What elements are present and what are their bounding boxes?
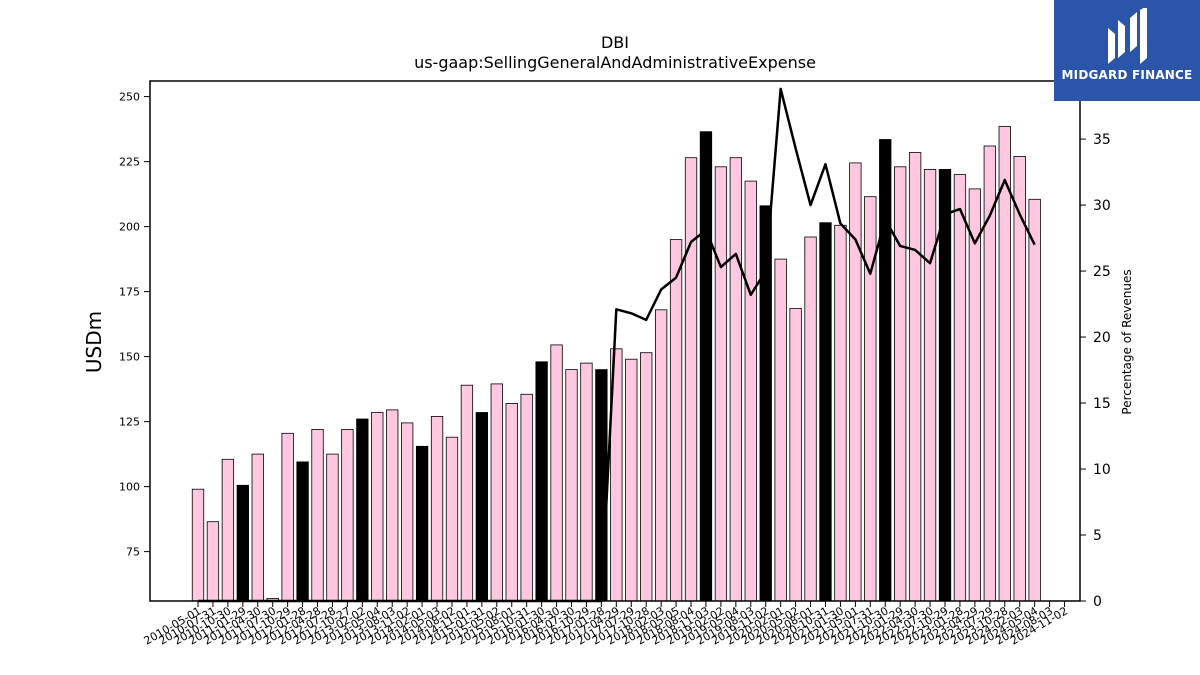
bar-2010-05-01 [191, 488, 205, 602]
bar-2019-02-02 [714, 166, 728, 602]
x-axis: 2010-05-012010-07-312010-10-302011-01-29… [142, 601, 1070, 648]
plot-frame [149, 80, 1081, 602]
bar-2012-10-27 [341, 428, 354, 602]
logo-mark-icon [1108, 8, 1147, 64]
bar-2018-02-03 [654, 309, 668, 602]
y2-tick-label: 15 [1093, 396, 1111, 412]
y2-tick-label: 0 [1093, 594, 1102, 610]
y-tick-label: 125 [119, 416, 140, 429]
chart-subtitle: us-gaap:SellingGeneralAndAdministrativeE… [414, 53, 816, 72]
bar-2021-01-30 [834, 224, 847, 602]
y2-tick-label: 5 [1093, 528, 1102, 544]
bar-2020-08-01 [804, 236, 817, 602]
bar-2011-04-30 [251, 453, 264, 602]
bar-2022-01-29 [894, 166, 907, 602]
y2-tick-label: 25 [1093, 264, 1111, 280]
bar-2013-11-02 [401, 422, 414, 602]
bar-2017-01-28 [595, 369, 608, 602]
y2-axis: 0 5 10 15 20 25 30 35 [1080, 132, 1111, 610]
chart-title: DBI [601, 33, 629, 52]
y2-axis-label: Percentage of Revenues [1120, 269, 1134, 414]
y2-tick-label: 30 [1093, 198, 1111, 214]
bar-2015-10-31 [520, 393, 533, 602]
bar-2010-07-31 [206, 521, 220, 602]
bar-2012-01-28 [296, 461, 309, 602]
y-axis: 75 100 125 150 175 200 225 250 [119, 91, 150, 559]
logo-text: MIDGARD FINANCE [1061, 68, 1193, 82]
bar-2016-10-29 [580, 362, 593, 602]
bar-2013-02-02 [356, 418, 369, 602]
bar-2020-05-02 [789, 308, 802, 602]
bar-2011-01-29 [236, 484, 249, 602]
y-tick-label: 175 [119, 286, 140, 299]
bar-2012-04-28 [311, 428, 324, 602]
y-tick-label: 250 [119, 91, 140, 104]
bar-2024-05-04 [1028, 198, 1041, 602]
bar-2023-10-28 [998, 126, 1011, 602]
y-tick-label: 225 [119, 156, 140, 169]
bar-2014-11-01 [460, 384, 474, 602]
bar-2015-01-31 [475, 412, 489, 602]
logo: MIDGARD FINANCE [1054, 0, 1200, 101]
bar-2016-01-30 [535, 361, 548, 602]
y-tick-label: 200 [119, 221, 140, 234]
bar-2016-04-30 [550, 344, 563, 602]
bar-2014-08-02 [445, 436, 459, 602]
bar-2014-02-01 [415, 445, 429, 602]
y-tick-label: 150 [119, 351, 140, 364]
bar-2023-01-28 [953, 174, 967, 602]
y-tick-label: 100 [119, 481, 140, 494]
bar-2020-02-01 [774, 258, 787, 602]
bar-2014-05-03 [430, 415, 444, 602]
bar-2010-10-30 [221, 458, 235, 602]
bar-2011-10-29 [281, 432, 294, 602]
bar-2021-05-01 [849, 162, 862, 602]
bars-group [191, 126, 1041, 602]
bar-2020-10-31 [819, 222, 832, 602]
bar-2013-08-03 [386, 409, 399, 602]
bar-2022-07-30 [923, 168, 937, 602]
bar-2016-07-30 [565, 369, 578, 602]
y2-tick-label: 10 [1093, 462, 1111, 478]
bar-2012-07-28 [326, 453, 339, 602]
bar-2023-04-29 [968, 188, 982, 602]
bar-2018-08-04 [684, 157, 698, 602]
bar-2017-10-28 [640, 352, 653, 602]
y2-tick-label: 20 [1093, 330, 1111, 346]
bar-2019-08-03 [744, 180, 757, 602]
bar-2013-05-04 [371, 412, 384, 602]
bar-2019-05-04 [729, 157, 742, 602]
bar-2022-04-30 [908, 152, 922, 602]
bar-2021-10-30 [879, 139, 892, 602]
bar-2018-11-03 [699, 131, 713, 602]
bar-2015-05-02 [490, 383, 503, 602]
bar-2017-07-29 [625, 358, 638, 602]
bar-2022-10-29 [938, 168, 952, 602]
bar-2018-05-05 [669, 239, 683, 602]
y-tick-label: 75 [126, 546, 140, 559]
y-axis-label: USDm [82, 311, 106, 373]
y2-tick-label: 35 [1093, 132, 1111, 148]
bar-2015-08-01 [505, 402, 518, 602]
